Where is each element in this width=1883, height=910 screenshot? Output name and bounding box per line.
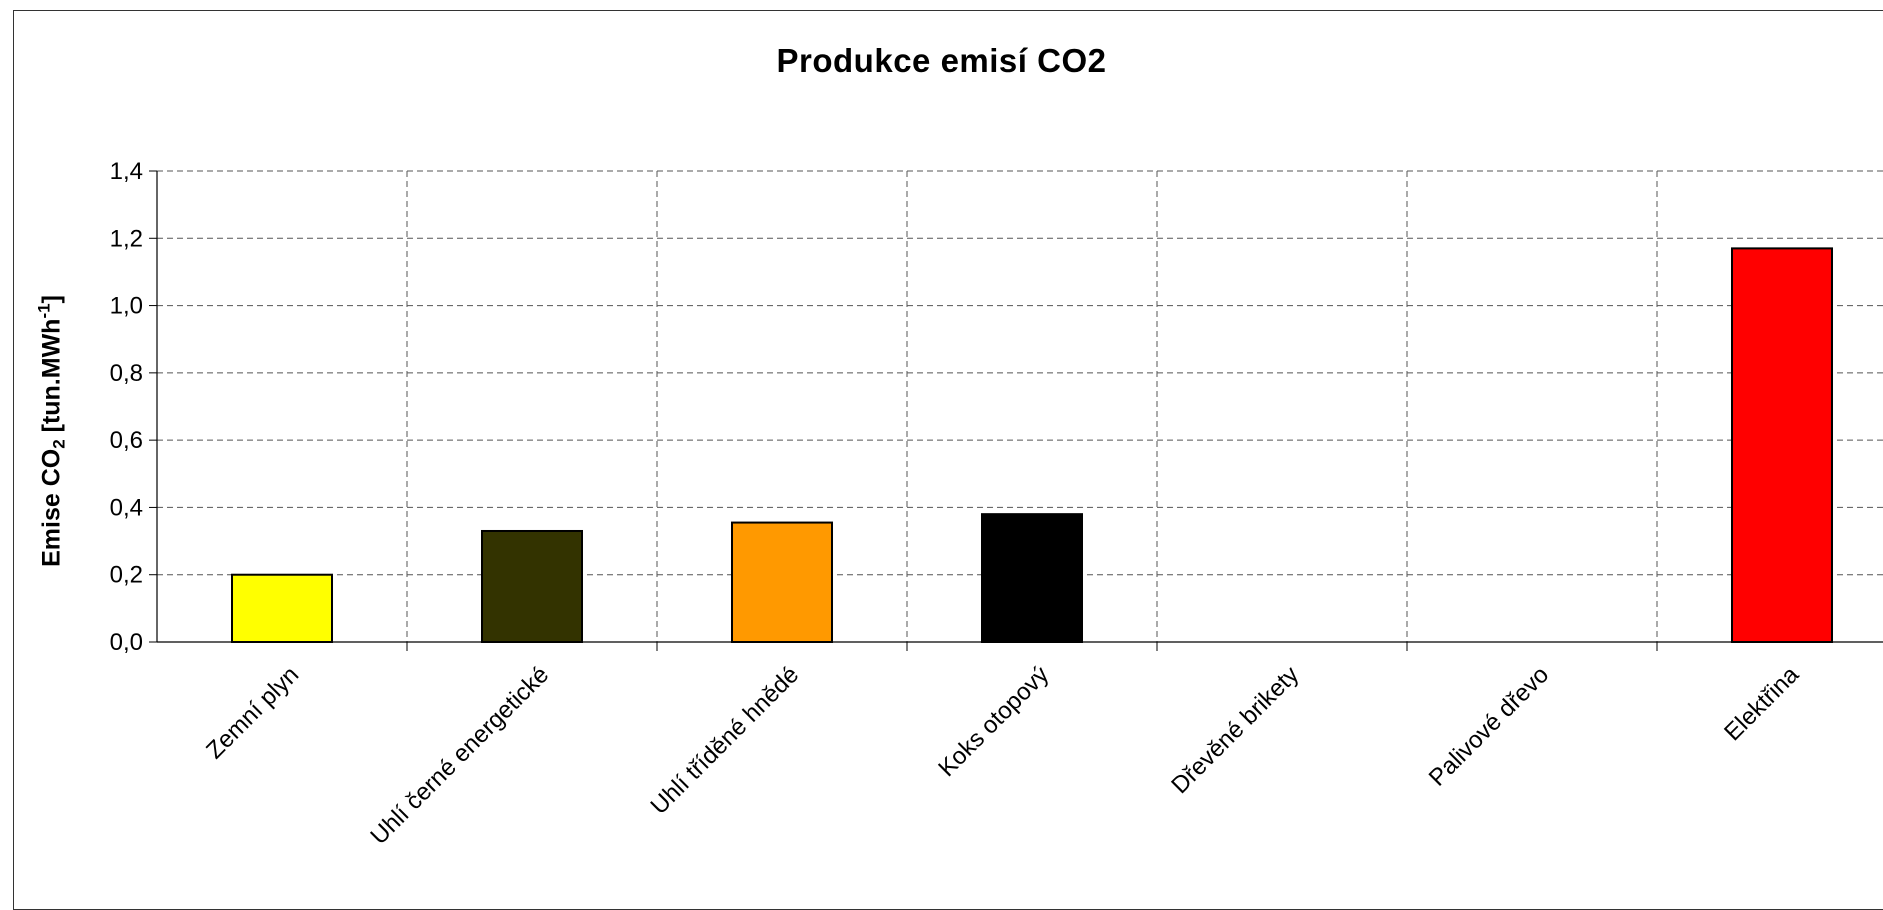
x-tick-label: Zemní plyn	[201, 661, 304, 764]
bar	[1731, 247, 1833, 643]
y-tick-label: 0,8	[110, 360, 143, 387]
y-tick-label: 0,2	[110, 562, 143, 589]
x-tick-label: Palivové dřevo	[1424, 661, 1554, 791]
y-tick-label: 0,6	[110, 427, 143, 454]
y-tick-label: 1,4	[110, 158, 143, 185]
chart-frame	[13, 10, 1883, 910]
chart-title: Produkce emisí CO2	[776, 42, 1107, 79]
x-tick-label: Elektřina	[1719, 661, 1805, 747]
x-tick-label: Uhlí tříděné hnědé	[646, 661, 805, 820]
tick-labels: 0,0 0,2 0,4 0,6 0,8 1,0 1,2 1,4 Zemní plyn Uhlí č…	[110, 158, 1805, 850]
bars	[231, 247, 1833, 644]
y-tick-label: 0,4	[110, 494, 143, 521]
y-tick-label: 0,0	[110, 629, 143, 656]
bar	[981, 513, 1083, 644]
x-tick-label: Uhlí černé energetické	[365, 661, 554, 850]
bar	[731, 521, 833, 644]
x-tick-label: Dřevěné brikety	[1166, 661, 1304, 799]
bar	[231, 573, 333, 644]
x-tick-label: Koks otopový	[933, 661, 1054, 782]
bar	[481, 529, 583, 644]
chart-title-subscript: 2	[1087, 42, 1107, 79]
y-tick-label: 1,2	[110, 225, 143, 252]
y-tick-label: 1,0	[110, 293, 143, 320]
